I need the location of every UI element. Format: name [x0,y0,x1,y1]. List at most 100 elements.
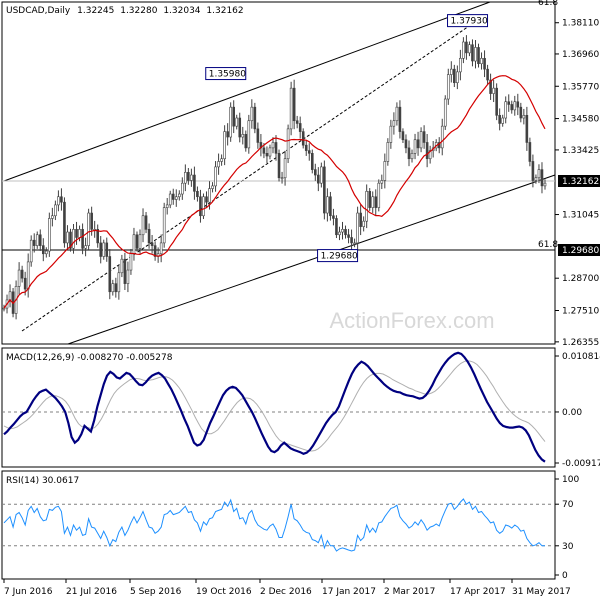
candle-body [531,161,535,181]
candle [153,241,157,261]
candle-body [507,101,511,105]
candle-body [238,117,242,138]
candle-body [202,196,205,217]
candle [537,164,541,184]
candle [498,108,501,131]
candle [162,202,166,248]
candle-body [250,106,254,122]
close-value: 1.32162 [206,6,243,16]
candle-body [223,131,226,160]
candle-body [262,147,266,154]
candle-body [314,169,317,176]
candle [377,179,381,212]
candle [241,126,245,145]
candle [301,128,305,149]
candle [220,154,223,166]
candle-body [522,115,526,119]
candle-body [181,182,184,195]
candle-body [105,242,109,257]
candle [323,160,326,220]
candle-body [162,207,166,244]
candle-body [235,117,239,127]
price-tick-label: 1.33425 [562,146,599,156]
candle [168,190,172,209]
candle-body [57,196,60,206]
candle-body [404,139,408,149]
candle [326,188,329,222]
candle [171,188,175,205]
candle [57,190,60,212]
high-value: 1.32280 [120,6,157,16]
annotation-label: 1.35980 [209,70,246,80]
candle-body [386,142,390,162]
annotation-box [447,14,489,28]
candle [144,211,148,234]
candle [211,182,214,193]
candle [456,65,459,90]
candle [389,119,393,149]
candle-body [498,115,501,124]
last-price-badge [558,175,600,187]
macd-main-line [3,351,546,463]
candle [256,122,260,149]
candle [395,102,399,126]
candle [320,162,323,188]
candle [353,238,356,248]
candle-body [462,41,465,59]
candle [477,43,480,68]
candle-body [440,125,444,149]
candle [75,221,78,245]
candle [214,161,217,192]
price-panel-title: USDCAD,Daily 1.32245 1.32280 1.32034 1.3… [6,6,244,16]
rsi-panel-frame [1,470,556,580]
dashed-trend-line [21,21,476,332]
candle-body [117,272,121,293]
candle [280,171,284,184]
candle-body [368,191,372,208]
candle [63,197,66,248]
candle-body [268,147,272,157]
candle-body [90,212,93,230]
candle [531,154,535,188]
candle [534,174,538,184]
candle-body [205,196,208,203]
candle [69,228,72,252]
candle-body [407,147,411,160]
candle [60,188,63,211]
candle-body [48,218,51,252]
candle [199,189,202,223]
candle-body [371,196,375,208]
candle-body [265,153,269,157]
candle-body [81,229,84,249]
candle-body [513,101,517,111]
candle-body [123,258,127,284]
symbol-timeframe: USDCAD,Daily [6,6,71,16]
candle-body [244,134,248,149]
candle-body [471,44,474,62]
candle [174,189,178,207]
date-tick-label: 17 Jan 2017 [322,587,376,597]
candle [111,279,115,296]
candle [335,215,338,239]
candle [543,179,547,190]
candle-body [165,204,169,208]
candle [347,228,350,244]
price-tick-label: 1.27510 [562,307,599,317]
candle-body [392,120,396,127]
candle-body [69,231,72,249]
candle-body [29,239,33,263]
candle [453,64,456,88]
rsi-tick-label: 0 [562,571,568,581]
candle [117,264,121,300]
candle [329,191,332,221]
candle-body [78,229,81,238]
candle-body [120,258,124,274]
candle [495,83,498,121]
candle [105,237,109,262]
candle-body [401,131,405,141]
macd-tick-label: 0.010814 [562,352,600,362]
candle-body [356,212,359,244]
candle-body [274,142,278,154]
candle [341,221,344,240]
